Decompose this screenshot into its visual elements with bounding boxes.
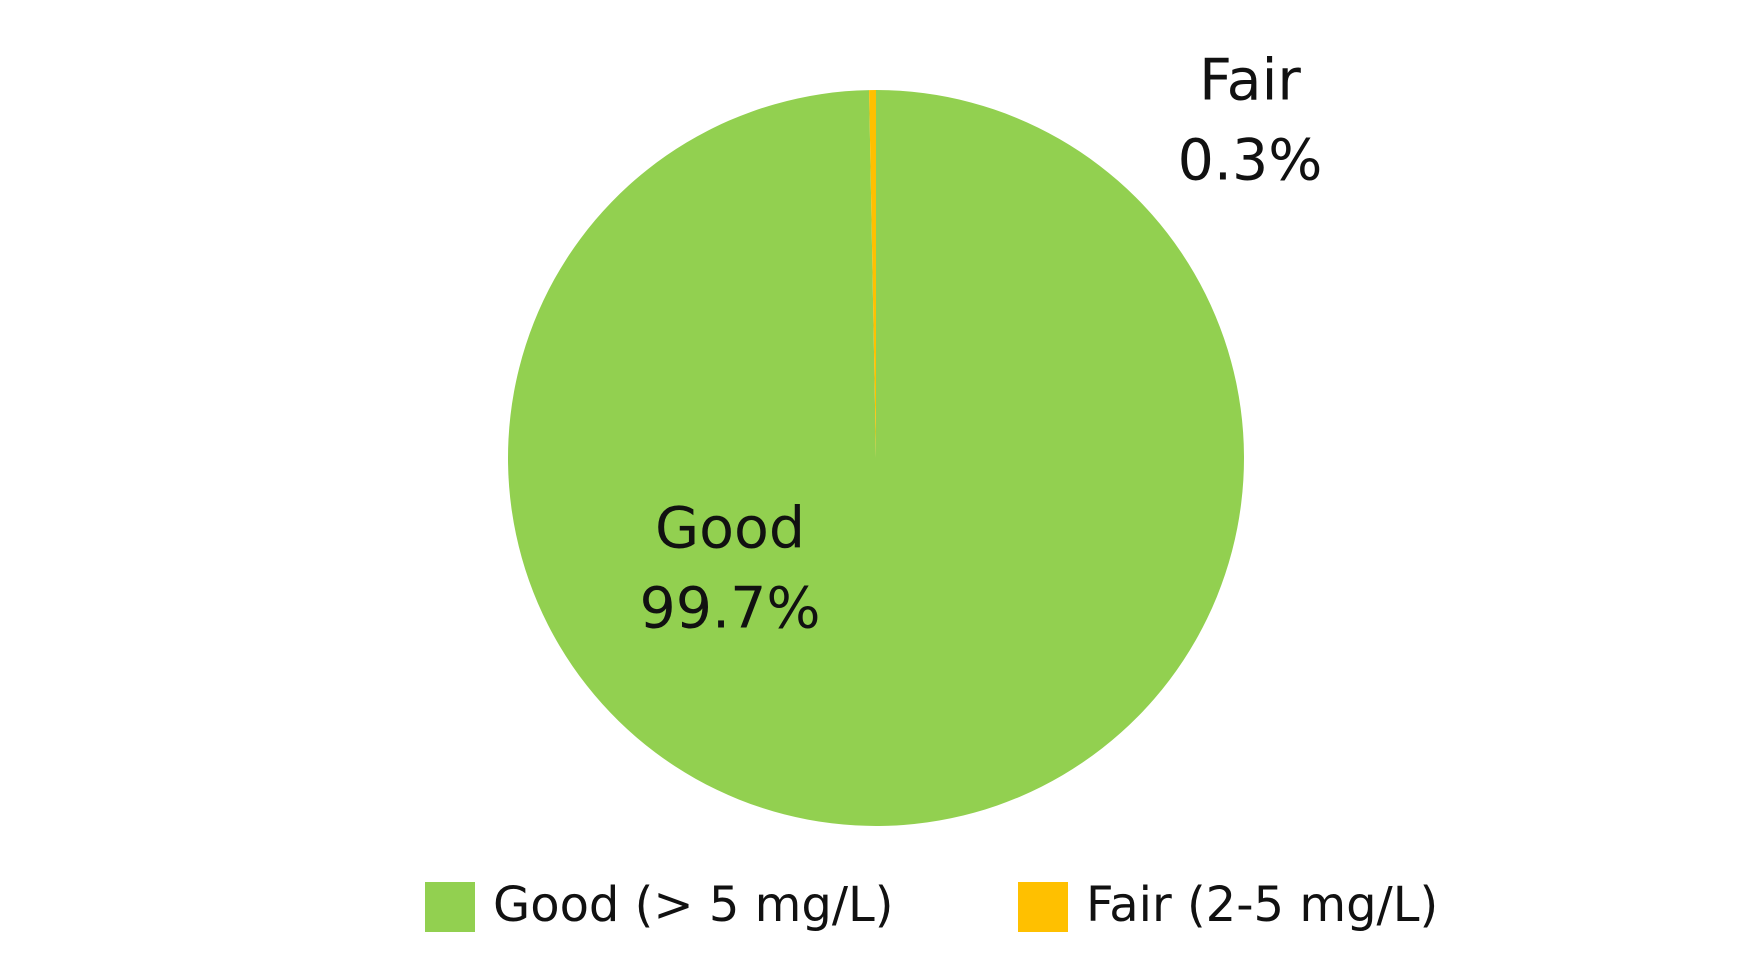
legend-label: Fair (2-5 mg/L) [1086,877,1438,933]
legend: Good (> 5 mg/L) Fair (2-5 mg/L) [425,877,1438,933]
slice-label: Good [655,496,805,562]
value-label: 99.7% [639,576,820,642]
legend-swatch [425,882,475,932]
value-label: 0.3% [1178,128,1323,194]
pie-slice [508,90,1245,826]
pie [508,90,1245,826]
legend-label: Good (> 5 mg/L) [493,877,894,933]
slice-label: Fair [1199,48,1301,114]
pie-slice [869,90,876,458]
legend-swatch [1018,882,1068,932]
